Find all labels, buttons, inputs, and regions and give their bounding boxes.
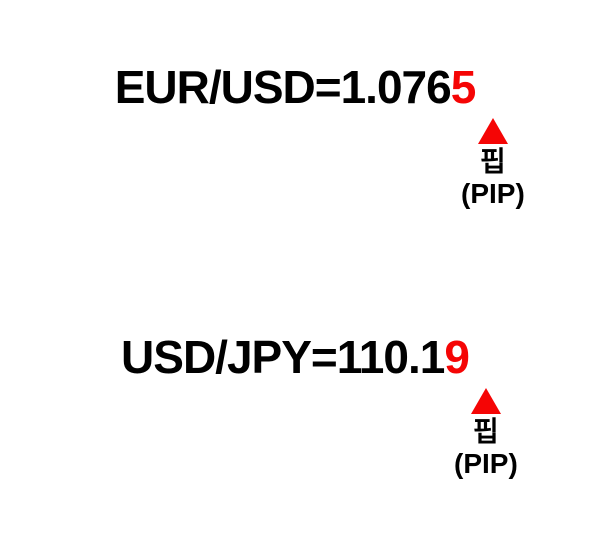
pip-label-en: (PIP) (461, 178, 525, 210)
rate-prefix: EUR/USD=1.076 (115, 61, 451, 113)
rate-pip-digit: 5 (451, 61, 476, 113)
pip-label: 핍 (PIP) (454, 416, 518, 480)
up-triangle-icon (478, 118, 508, 144)
pip-annotation-usdjpy: 핍 (PIP) (454, 388, 518, 480)
rate-row-eurusd: EUR/USD=1.0765 (0, 60, 590, 114)
up-triangle-icon (471, 388, 501, 414)
rate-prefix: USD/JPY=110.1 (121, 331, 444, 383)
pip-label: 핍 (PIP) (461, 146, 525, 210)
rate-row-usdjpy: USD/JPY=110.19 (0, 330, 590, 384)
rate-text-eurusd: EUR/USD=1.0765 (115, 60, 476, 114)
rate-text-usdjpy: USD/JPY=110.19 (121, 330, 469, 384)
pip-label-en: (PIP) (454, 448, 518, 480)
pip-label-kr: 핍 (461, 146, 525, 178)
rate-pip-digit: 9 (444, 331, 469, 383)
pip-annotation-eurusd: 핍 (PIP) (461, 118, 525, 210)
pip-label-kr: 핍 (454, 416, 518, 448)
